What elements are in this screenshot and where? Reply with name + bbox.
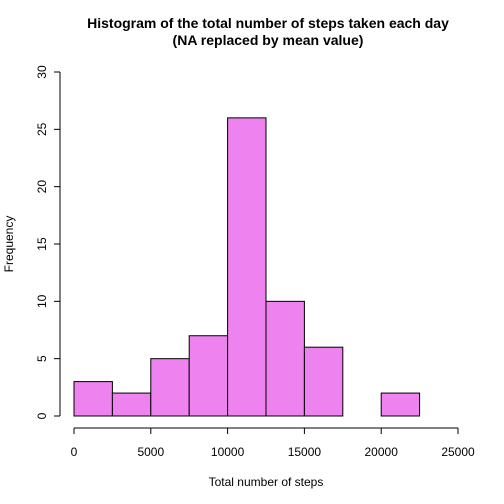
y-tick-label: 0 bbox=[35, 412, 49, 419]
x-axis: 0 5000 10000 15000 20000 25000 bbox=[71, 427, 475, 459]
bars-group bbox=[73, 117, 421, 417]
y-axis-label: Frequency bbox=[2, 216, 16, 273]
y-tick-label: 30 bbox=[35, 65, 49, 79]
chart-subtitle: (NA replaced by mean value) bbox=[173, 32, 364, 48]
x-tick-label: 20000 bbox=[365, 445, 399, 459]
x-tick-label: 15000 bbox=[288, 445, 322, 459]
x-tick-label: 0 bbox=[71, 445, 78, 459]
y-tick-label: 15 bbox=[35, 237, 49, 251]
histogram-bar bbox=[227, 117, 267, 417]
y-tick-label: 10 bbox=[35, 294, 49, 308]
x-axis-label: Total number of steps bbox=[209, 475, 324, 489]
histogram-bar bbox=[303, 346, 344, 417]
chart-title: Histogram of the total number of steps t… bbox=[87, 15, 449, 31]
histogram-bar bbox=[73, 381, 113, 417]
y-tick-label: 25 bbox=[35, 122, 49, 136]
histogram-bar bbox=[265, 300, 305, 417]
histogram-bar bbox=[188, 335, 229, 417]
y-tick-label: 20 bbox=[35, 180, 49, 194]
y-axis: 0 5 10 15 20 25 30 bbox=[35, 65, 61, 419]
histogram-bar bbox=[380, 392, 421, 417]
x-tick-label: 5000 bbox=[137, 445, 164, 459]
histogram-bar bbox=[111, 392, 152, 417]
y-tick-label: 5 bbox=[35, 355, 49, 362]
x-tick-label: 10000 bbox=[211, 445, 245, 459]
histogram-bar bbox=[150, 358, 190, 417]
x-tick-label: 25000 bbox=[441, 445, 475, 459]
